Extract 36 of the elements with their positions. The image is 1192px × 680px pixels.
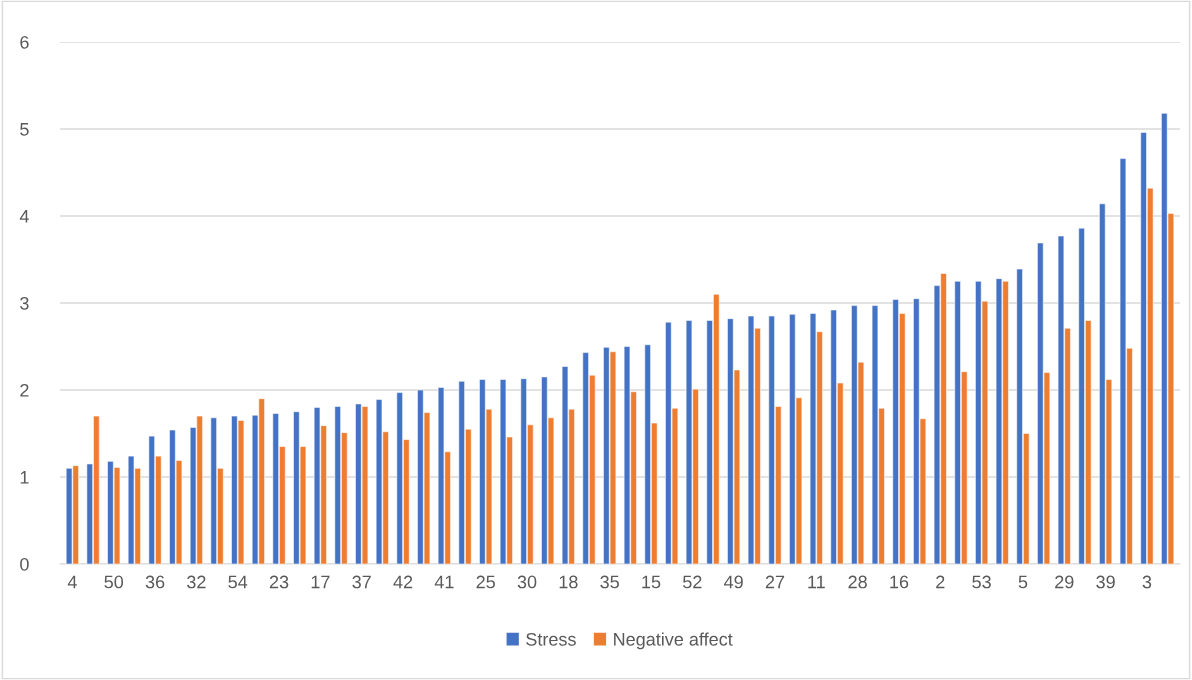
x-tick-label: 35 [600, 575, 619, 589]
x-tick-label: 41 [434, 575, 454, 589]
x-tick-label: 15 [642, 575, 661, 589]
x-tick-label: 27 [765, 575, 785, 589]
x-tick-label: 28 [848, 575, 867, 589]
legend-label: Stress [526, 632, 576, 646]
x-tick-label: 37 [352, 575, 371, 589]
x-tick-label: 18 [559, 575, 578, 589]
x-tick-label: 53 [972, 575, 991, 589]
x-tick-label: 11 [808, 575, 825, 589]
y-tick-label: 2 [20, 383, 29, 397]
y-tick-label: 3 [20, 296, 29, 310]
x-tick-label: 50 [104, 575, 124, 589]
x-tick-label: 54 [228, 575, 248, 589]
legend-label: Negative affect [614, 632, 733, 650]
y-tick-label: 0 [20, 557, 29, 571]
x-tick-label: 39 [1096, 575, 1115, 589]
x-tick-label: 2 [936, 575, 945, 589]
x-tick-label: 4 [67, 575, 77, 589]
x-tick-label: 23 [269, 575, 289, 589]
x-tick-label: 42 [393, 575, 413, 589]
x-tick-label: 5 [1018, 575, 1028, 589]
y-tick-label: 4 [19, 210, 29, 223]
x-tick-label: 32 [187, 575, 206, 589]
y-tick-label: 5 [20, 123, 29, 136]
x-tick-label: 3 [1142, 575, 1152, 589]
x-tick-label: 17 [311, 575, 330, 589]
x-tick-label: 25 [476, 575, 495, 589]
y-tick-label: 6 [20, 35, 29, 49]
x-tick-label: 52 [683, 575, 702, 589]
x-tick-label: 36 [145, 575, 165, 589]
x-tick-label: 49 [724, 575, 743, 589]
x-tick-label: 16 [890, 575, 909, 589]
x-tick-label: 29 [1055, 575, 1074, 589]
x-tick-label: 30 [517, 575, 537, 589]
y-tick-label: 1 [20, 471, 29, 484]
